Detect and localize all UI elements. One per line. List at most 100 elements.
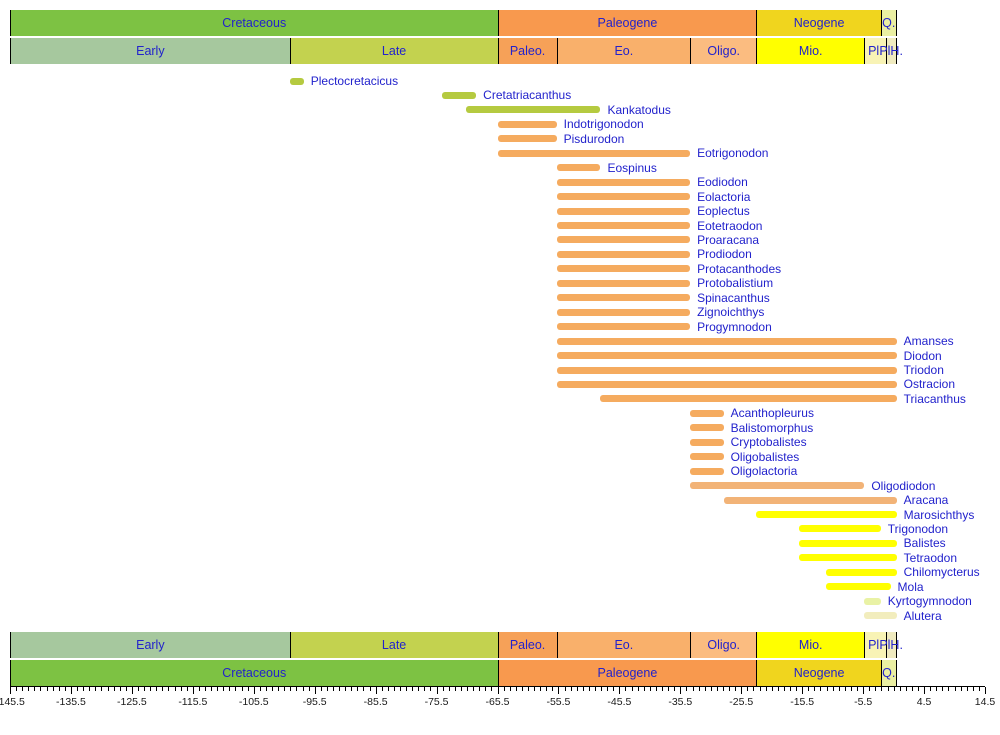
axis-minor-tick — [521, 687, 523, 691]
taxon-label-spinacanthus: Spinacanthus — [697, 290, 770, 305]
taxon-range-bar-oligodiodon — [690, 482, 865, 490]
axis-minor-tick — [911, 687, 913, 691]
taxon-label-zignoichthys: Zignoichthys — [697, 305, 765, 320]
taxon-range-bar-trigonodon — [799, 525, 881, 533]
axis-minor-tick — [460, 687, 462, 691]
period-cell-paleogene: Paleogene — [497, 10, 757, 36]
axis-minor-tick — [857, 687, 859, 691]
axis-minor-tick — [588, 687, 590, 691]
taxon-label-proaracana: Proaracana — [697, 232, 760, 247]
taxon-label-diodon: Diodon — [903, 348, 942, 363]
period-cell-cretaceous: Cretaceous — [10, 660, 498, 686]
axis-minor-tick — [241, 687, 243, 691]
axis-minor-tick — [290, 687, 292, 691]
axis-minor-tick — [259, 687, 261, 691]
taxon-label-kankatodus: Kankatodus — [607, 102, 671, 117]
taxon-label-acanthopleurus: Acanthopleurus — [730, 406, 814, 421]
axis-minor-tick — [83, 687, 85, 691]
period-cell-neogene: Neogene — [756, 10, 881, 36]
axis-major-tick — [924, 687, 926, 694]
epoch-cell-oligo: Oligo. — [690, 632, 757, 658]
axis-minor-tick — [704, 687, 706, 691]
axis-minor-tick — [869, 687, 871, 691]
axis-tick-label: -105.5 — [238, 696, 269, 708]
axis-baseline — [10, 686, 985, 687]
taxon-label-oligolactoria: Oligolactoria — [730, 464, 798, 479]
axis-major-tick — [70, 687, 72, 694]
axis-minor-tick — [272, 687, 274, 691]
epoch-cell-early: Early — [10, 38, 290, 64]
axis-minor-tick — [144, 687, 146, 691]
axis-minor-tick — [875, 687, 877, 691]
axis-minor-tick — [820, 687, 822, 691]
taxon-label-chilomycterus: Chilomycterus — [903, 565, 980, 580]
taxon-label-aracana: Aracana — [903, 493, 949, 508]
taxon-range-bar-ostracion — [556, 380, 897, 388]
axis-minor-tick — [655, 687, 657, 691]
axis-minor-tick — [406, 687, 408, 691]
axis-tick-label: -125.5 — [116, 696, 147, 708]
axis-minor-tick — [137, 687, 139, 691]
axis-tick-label: -45.5 — [607, 696, 632, 708]
axis-minor-tick — [479, 687, 481, 691]
axis-minor-tick — [107, 687, 109, 691]
axis-minor-tick — [783, 687, 785, 691]
period-cell-neogene: Neogene — [756, 660, 881, 686]
axis-minor-tick — [326, 687, 328, 691]
axis-minor-tick — [649, 687, 651, 691]
taxon-range-bar-marosichthys — [756, 511, 897, 518]
taxon-label-marosichthys: Marosichthys — [903, 507, 975, 522]
axis-minor-tick — [16, 687, 18, 691]
axis-minor-tick — [631, 687, 633, 691]
axis-minor-tick — [278, 687, 280, 691]
axis-minor-tick — [247, 687, 249, 691]
axis-tick-label: -85.5 — [363, 696, 388, 708]
axis-minor-tick — [930, 687, 932, 691]
axis-minor-tick — [58, 687, 60, 691]
period-cell-q: Q. — [880, 10, 897, 36]
axis-minor-tick — [601, 687, 603, 691]
taxon-label-triodon: Triodon — [903, 363, 944, 377]
taxon-range-bar-prodiodon — [556, 250, 691, 258]
axis-minor-tick — [966, 687, 968, 691]
axis-minor-tick — [34, 687, 36, 691]
axis-minor-tick — [211, 687, 213, 691]
axis-major-tick — [10, 687, 11, 694]
axis-minor-tick — [777, 687, 779, 691]
axis-major-tick — [863, 687, 865, 694]
taxon-label-plectocretacicus: Plectocretacicus — [310, 74, 399, 88]
axis-minor-tick — [936, 687, 938, 691]
axis-minor-tick — [942, 687, 944, 691]
axis-minor-tick — [570, 687, 572, 691]
axis-minor-tick — [710, 687, 712, 691]
axis-minor-tick — [345, 687, 347, 691]
axis-minor-tick — [607, 687, 609, 691]
axis-minor-tick — [576, 687, 578, 691]
axis-minor-tick — [552, 687, 554, 691]
axis-minor-tick — [22, 687, 24, 691]
axis-minor-tick — [113, 687, 115, 691]
axis-minor-tick — [716, 687, 718, 691]
axis-major-tick — [436, 687, 438, 694]
axis-minor-tick — [156, 687, 158, 691]
axis-minor-tick — [180, 687, 182, 691]
taxon-range-bar-aracana — [723, 496, 897, 504]
axis-minor-tick — [424, 687, 426, 691]
taxon-range-bar-cryptobalistes — [690, 438, 724, 446]
taxon-range-bar-proaracana — [556, 236, 691, 244]
axis-minor-tick — [296, 687, 298, 691]
axis-minor-tick — [814, 687, 816, 691]
axis-minor-tick — [948, 687, 950, 691]
epoch-cell-eo: Eo. — [556, 632, 691, 658]
epoch-cell-eo: Eo. — [556, 38, 691, 64]
axis-minor-tick — [954, 687, 956, 691]
axis-minor-tick — [320, 687, 322, 691]
taxon-label-eospinus: Eospinus — [607, 160, 657, 175]
taxon-range-bar-mola — [825, 583, 891, 591]
axis-minor-tick — [174, 687, 176, 691]
axis-major-tick — [619, 687, 621, 694]
epoch-cell-paleo: Paleo. — [497, 632, 557, 658]
axis-minor-tick — [430, 687, 432, 691]
axis-minor-tick — [790, 687, 791, 691]
epoch-cell-late: Late — [289, 38, 498, 64]
